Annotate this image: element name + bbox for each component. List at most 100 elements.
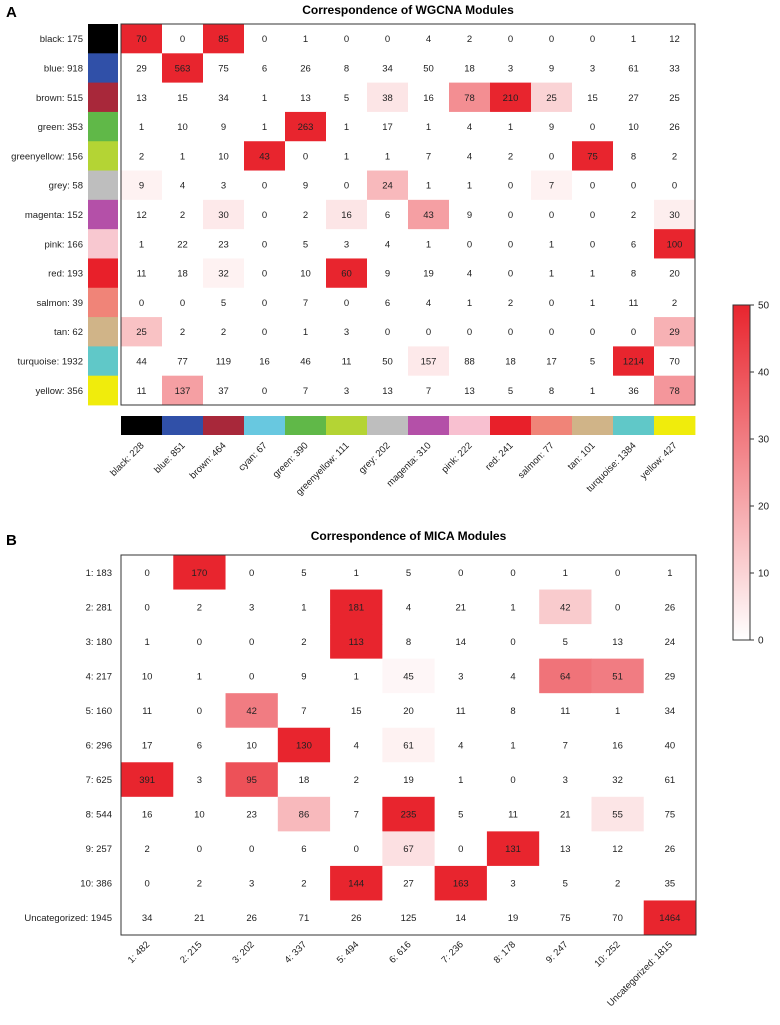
- heatmap-cell: [643, 693, 697, 729]
- cell-value: 2: [508, 298, 513, 309]
- heatmap-cell: [613, 346, 655, 377]
- heatmap-cell: [382, 555, 436, 590]
- heatmap-cell: [382, 624, 436, 660]
- cell-value: 2: [672, 151, 677, 162]
- cell-value: 0: [458, 844, 463, 855]
- cell-value: 2: [631, 210, 636, 221]
- cell-value: 0: [672, 181, 677, 192]
- heatmap-cell: [643, 555, 697, 590]
- cell-value: 4: [385, 239, 390, 250]
- cell-value: 14: [455, 637, 466, 648]
- cell-value: 6: [301, 844, 306, 855]
- col-label: 10: 252: [593, 939, 623, 969]
- col-label: 8: 178: [492, 939, 518, 965]
- heatmap-cell: [326, 111, 368, 142]
- cell-value: 10: [142, 671, 153, 682]
- cell-value: 43: [259, 151, 270, 162]
- cell-value: 0: [144, 568, 149, 579]
- heatmap-cell: [613, 199, 655, 230]
- heatmap-cell: [643, 831, 697, 867]
- cell-value: 137: [175, 386, 191, 397]
- cell-value: 1: [563, 568, 568, 579]
- heatmap-cell: [490, 287, 532, 318]
- cell-value: 1: [426, 239, 431, 250]
- heatmap-cell: [382, 900, 436, 936]
- row-label: 5: 160: [86, 706, 112, 717]
- cell-value: 34: [382, 63, 393, 74]
- heatmap-cell: [244, 229, 286, 259]
- heatmap-cell: [203, 199, 245, 230]
- cell-value: 61: [665, 775, 676, 786]
- cell-value: 391: [139, 775, 155, 786]
- heatmap-cell: [277, 831, 331, 867]
- col-color-swatch: [572, 416, 614, 435]
- cell-value: 8: [406, 637, 411, 648]
- heatmap-cell: [613, 53, 655, 84]
- cell-value: 2: [144, 844, 149, 855]
- cell-value: 1: [303, 327, 308, 338]
- cell-value: 22: [177, 239, 188, 250]
- cell-value: 5: [563, 879, 568, 890]
- cell-value: 1: [508, 122, 513, 133]
- col-color-swatch: [285, 416, 327, 435]
- cell-value: 50: [423, 63, 434, 74]
- heatmap-cell: [572, 82, 614, 113]
- cell-value: 13: [136, 93, 147, 104]
- cell-value: 0: [344, 298, 349, 309]
- heatmap-cell: [225, 555, 279, 590]
- heatmap-cell: [486, 555, 540, 590]
- cell-value: 3: [249, 879, 254, 890]
- cell-value: 0: [590, 210, 595, 221]
- heatmap-cell: [654, 258, 696, 289]
- cell-value: 1: [144, 637, 149, 648]
- heatmap-cell: [162, 258, 204, 289]
- cell-value: 7: [301, 706, 306, 717]
- cell-value: 32: [218, 269, 229, 280]
- cell-value: 9: [549, 122, 554, 133]
- cell-value: 0: [508, 181, 513, 192]
- heatmap-cell: [203, 111, 245, 142]
- heatmap-cell: [434, 900, 488, 936]
- cell-value: 4: [510, 671, 515, 682]
- cell-value: 5: [458, 810, 463, 821]
- row-color-swatch: [88, 287, 118, 318]
- row-label: 1: 183: [86, 568, 112, 579]
- heatmap-cell: [486, 589, 540, 625]
- chart-title: Correspondence of WGCNA Modules: [302, 3, 514, 17]
- cell-value: 1: [467, 181, 472, 192]
- cell-value: 1: [139, 122, 144, 133]
- heatmap-cell: [162, 287, 204, 318]
- cell-value: 7: [303, 386, 308, 397]
- cell-value: 1: [467, 298, 472, 309]
- cell-value: 8: [549, 386, 554, 397]
- heatmap-cell: [490, 24, 532, 54]
- cell-value: 6: [197, 741, 202, 752]
- cell-value: 19: [423, 269, 434, 280]
- heatmap-cell: [121, 53, 163, 84]
- cell-value: 24: [665, 637, 676, 648]
- cell-value: 1: [344, 122, 349, 133]
- cell-value: 2: [180, 210, 185, 221]
- cell-value: 12: [136, 210, 147, 221]
- cell-value: 0: [631, 327, 636, 338]
- heatmap-cell: [654, 317, 696, 347]
- cell-value: 0: [549, 151, 554, 162]
- cell-value: 0: [262, 181, 267, 192]
- heatmap-cell: [531, 375, 573, 406]
- row-color-swatch: [88, 24, 118, 54]
- heatmap-cell: [591, 831, 645, 867]
- row-label: 2: 281: [86, 602, 112, 613]
- cell-value: 11: [342, 357, 352, 368]
- cell-value: 1: [510, 741, 515, 752]
- cell-value: 42: [560, 602, 571, 613]
- col-color-swatch: [490, 416, 532, 435]
- cell-value: 0: [458, 568, 463, 579]
- heatmap-cell: [539, 831, 592, 867]
- heatmap-cell: [326, 170, 368, 201]
- heatmap-cell: [572, 346, 614, 377]
- cell-value: 26: [669, 122, 680, 133]
- cell-value: 19: [403, 775, 414, 786]
- col-label: pink: 222: [440, 440, 475, 475]
- cell-value: 0: [144, 879, 149, 890]
